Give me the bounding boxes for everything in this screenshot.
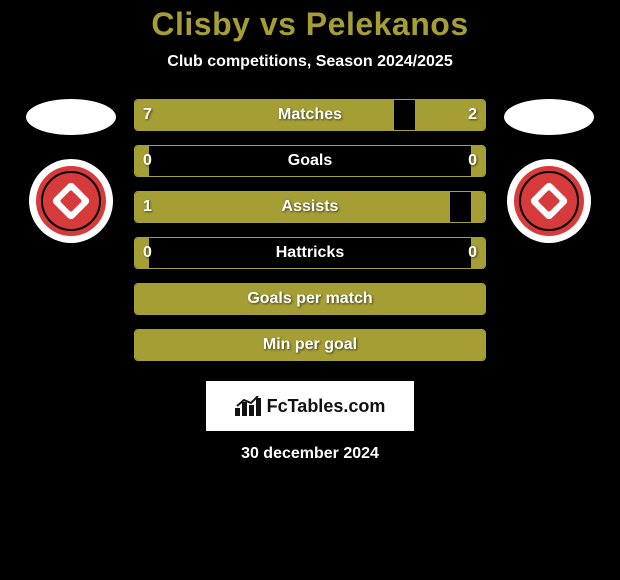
brand-badge: FcTables.com <box>206 381 414 431</box>
stat-fill-left <box>135 192 450 222</box>
player-right-avatar-placeholder <box>504 99 594 135</box>
stat-bar: Goals per match <box>134 283 486 315</box>
club-crest-left-inner <box>36 166 106 236</box>
player-left-column <box>26 99 116 243</box>
club-crest-right <box>507 159 591 243</box>
page-title: Clisby vs Pelekanos <box>151 6 468 43</box>
stat-value-left: 1 <box>143 198 152 216</box>
stat-bar: 0 0Goals <box>134 145 486 177</box>
stat-fill-left <box>135 284 485 314</box>
stat-bar: 1Assists <box>134 191 486 223</box>
stat-bar: 0 0Hattricks <box>134 237 486 269</box>
page-subtitle: Club competitions, Season 2024/2025 <box>167 53 452 71</box>
stat-value-left: 0 <box>143 152 152 170</box>
stat-label: Goals <box>135 152 485 170</box>
player-right-column <box>504 99 594 243</box>
stat-value-right: 2 <box>468 106 477 124</box>
stat-value-right: 0 <box>468 244 477 262</box>
brand-logo-icon <box>235 396 261 416</box>
main-row: 72Matches00Goals1Assists00HattricksGoals… <box>0 99 620 361</box>
club-crest-left <box>29 159 113 243</box>
comparison-card: Clisby vs Pelekanos Club competitions, S… <box>0 0 620 463</box>
stat-value-left: 0 <box>143 244 152 262</box>
date-label: 30 december 2024 <box>241 445 379 463</box>
stat-label: Hattricks <box>135 244 485 262</box>
stats-column: 72Matches00Goals1Assists00HattricksGoals… <box>134 99 486 361</box>
stat-fill-left <box>135 330 485 360</box>
player-left-avatar-placeholder <box>26 99 116 135</box>
brand-label: FcTables.com <box>267 396 386 417</box>
stat-bar: Min per goal <box>134 329 486 361</box>
stat-fill-right <box>471 192 485 222</box>
stat-bar: 72Matches <box>134 99 486 131</box>
stat-fill-left <box>135 100 394 130</box>
club-crest-right-inner <box>514 166 584 236</box>
stat-value-left: 7 <box>143 106 152 124</box>
stat-value-right: 0 <box>468 152 477 170</box>
